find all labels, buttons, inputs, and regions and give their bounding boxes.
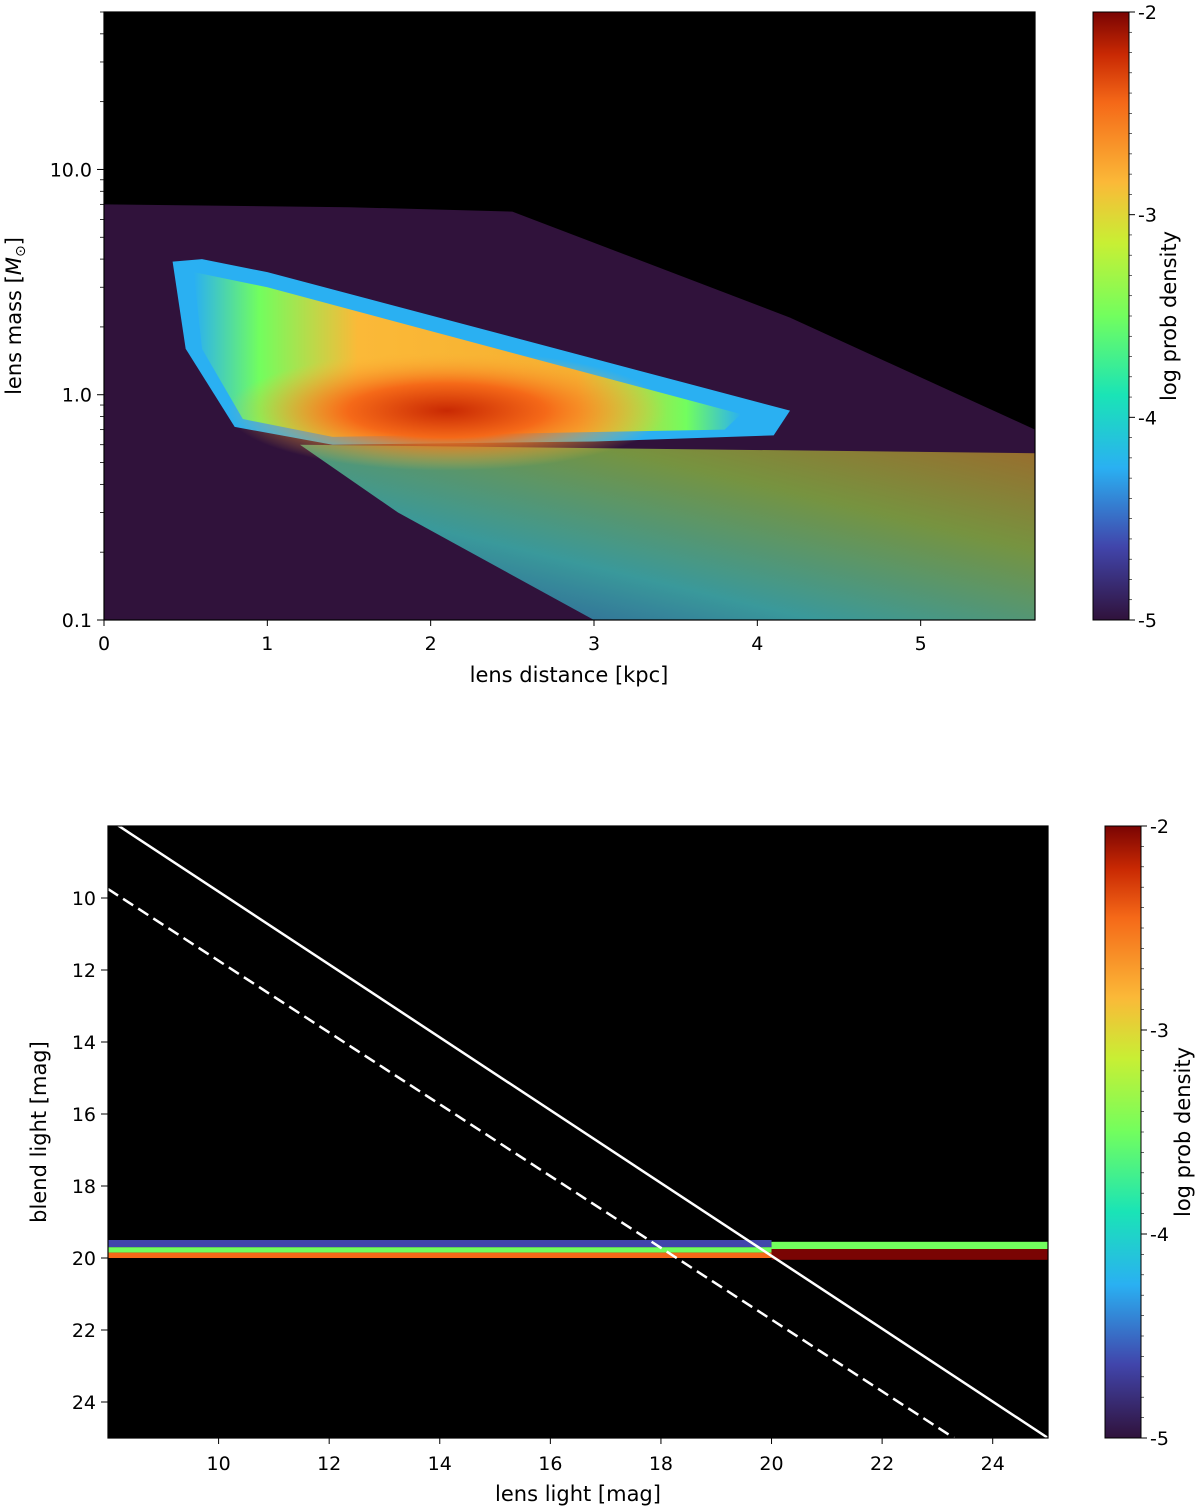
low-mass-tail-region bbox=[300, 444, 1035, 620]
x-tick-label-top: 5 bbox=[915, 633, 927, 655]
colorbar-tick-label-top: -5 bbox=[1138, 610, 1157, 632]
colorbar-bottom bbox=[1104, 825, 1142, 1439]
x-tick-label-bottom: 22 bbox=[870, 1453, 894, 1475]
colorbar-tick-label-bottom: -4 bbox=[1150, 1224, 1169, 1246]
x-tick-label-bottom: 24 bbox=[981, 1453, 1005, 1475]
x-tick-label-top: 4 bbox=[751, 633, 763, 655]
y-axis-bottom: 10 12 14 16 18 20 22 24 bbox=[72, 888, 108, 1414]
y-tick-label-bottom: 22 bbox=[72, 1320, 96, 1342]
colorbar-label-bottom: log prob density bbox=[1171, 1047, 1195, 1217]
x-tick-label-top: 3 bbox=[588, 633, 600, 655]
y-axis-label-bottom: blend light [mag] bbox=[27, 1041, 51, 1223]
x-axis-bottom: 10 12 14 16 18 20 22 24 bbox=[206, 1438, 1005, 1475]
plot-frame-bottom bbox=[107, 825, 1049, 1439]
colorbar-tick-label-bottom: -3 bbox=[1150, 1020, 1169, 1042]
x-tick-label-top: 1 bbox=[261, 633, 273, 655]
density-band bbox=[771, 1249, 1048, 1260]
x-tick-label-top: 0 bbox=[98, 633, 110, 655]
y-tick-label-top: 1.0 bbox=[62, 385, 92, 407]
heatmap-top bbox=[104, 204, 1035, 620]
density-band bbox=[108, 1247, 772, 1253]
colorbar-tick-label-bottom: -2 bbox=[1150, 816, 1169, 838]
colorbar-label-top: log prob density bbox=[1157, 231, 1181, 401]
colorbar-tick-label-top: -4 bbox=[1138, 407, 1157, 429]
solid-reference-line bbox=[107, 817, 1049, 1440]
x-tick-label-bottom: 18 bbox=[649, 1453, 673, 1475]
colorbar-top bbox=[1092, 11, 1130, 621]
y-tick-label-top: 10.0 bbox=[50, 159, 92, 181]
x-tick-label-bottom: 20 bbox=[759, 1453, 783, 1475]
x-axis-top: 0 1 2 3 4 5 bbox=[98, 620, 927, 655]
x-tick-label-top: 2 bbox=[425, 633, 437, 655]
x-tick-label-bottom: 12 bbox=[317, 1453, 341, 1475]
colorbar-tick-label-bottom: -5 bbox=[1150, 1428, 1169, 1450]
y-axis-label-top: lens mass [M⊙] bbox=[2, 237, 29, 395]
reference-lines bbox=[107, 817, 1049, 1440]
heatmap-bottom bbox=[108, 1240, 1048, 1260]
y-tick-label-bottom: 20 bbox=[72, 1248, 96, 1270]
y-tick-label-top: 0.1 bbox=[62, 610, 92, 632]
colorbar-tick-label-top: -2 bbox=[1138, 2, 1157, 24]
y-tick-label-bottom: 12 bbox=[72, 960, 96, 982]
density-peak bbox=[227, 350, 667, 471]
colorbar-ticks-top: -2 -3 -4 -5 bbox=[1129, 2, 1157, 632]
dashed-reference-line bbox=[107, 887, 955, 1440]
plot-frame-top bbox=[103, 11, 1036, 621]
x-axis-label-top: lens distance [kpc] bbox=[470, 663, 669, 687]
y-tick-label-bottom: 14 bbox=[72, 1032, 96, 1054]
y-tick-label-bottom: 24 bbox=[72, 1392, 96, 1414]
y-axis-top: 0.1 1.0 10.0 bbox=[50, 11, 104, 632]
chart-bottom: 10 12 14 16 18 20 22 24 10 12 14 16 18 20 22 24 lens l… bbox=[27, 816, 1195, 1506]
colorbar-ticks-bottom: -2 -3 -4 -5 bbox=[1141, 816, 1169, 1450]
chart-top: 0 1 2 3 4 5 0.1 1.0 10.0 lens distance [kpc] le… bbox=[2, 2, 1181, 687]
density-band bbox=[771, 1241, 1048, 1249]
y-tick-label-bottom: 16 bbox=[72, 1104, 96, 1126]
y-tick-label-bottom: 10 bbox=[72, 888, 96, 910]
x-tick-label-bottom: 14 bbox=[428, 1453, 452, 1475]
y-tick-label-bottom: 18 bbox=[72, 1176, 96, 1198]
density-band bbox=[108, 1240, 772, 1248]
density-band bbox=[108, 1252, 772, 1258]
x-axis-label-bottom: lens light [mag] bbox=[495, 1482, 661, 1506]
colorbar-tick-label-top: -3 bbox=[1138, 205, 1157, 227]
x-tick-label-bottom: 16 bbox=[538, 1453, 562, 1475]
x-tick-label-bottom: 10 bbox=[206, 1453, 230, 1475]
